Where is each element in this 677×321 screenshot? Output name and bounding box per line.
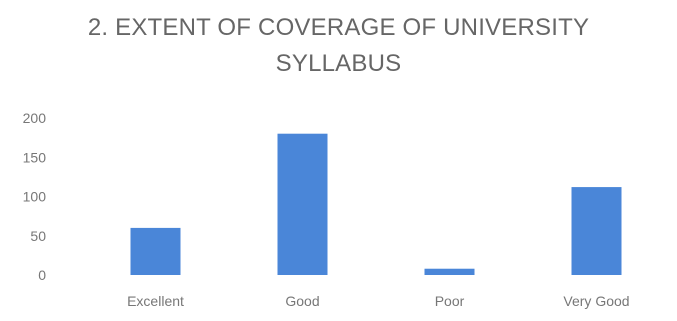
chart-title: 2. EXTENT OF COVERAGE OF UNIVERSITY SYLL… [30, 10, 647, 82]
bar-good [277, 133, 328, 275]
x-category-label-very-good: Very Good [563, 293, 629, 309]
y-tick-label-0: 0 [38, 267, 46, 283]
x-category-label-poor: Poor [435, 293, 465, 309]
y-tick-label-100: 100 [23, 189, 47, 205]
x-category-label-good: Good [285, 293, 319, 309]
y-axis: 0 50 100 150 200 [23, 110, 47, 283]
bar-very-good [571, 187, 622, 275]
bar-excellent [130, 227, 181, 275]
chart-title-line-1: 2. EXTENT OF COVERAGE OF UNIVERSITY [87, 14, 590, 41]
bars [130, 133, 622, 275]
bar-poor [424, 268, 475, 275]
y-tick-label-150: 150 [23, 149, 47, 165]
chart-title-line-2: SYLLABUS [275, 50, 402, 77]
y-tick-label-200: 200 [23, 110, 47, 126]
x-category-label-excellent: Excellent [127, 293, 184, 309]
y-tick-label-50: 50 [30, 228, 46, 244]
x-axis: Excellent Good Poor Very Good [127, 293, 629, 309]
